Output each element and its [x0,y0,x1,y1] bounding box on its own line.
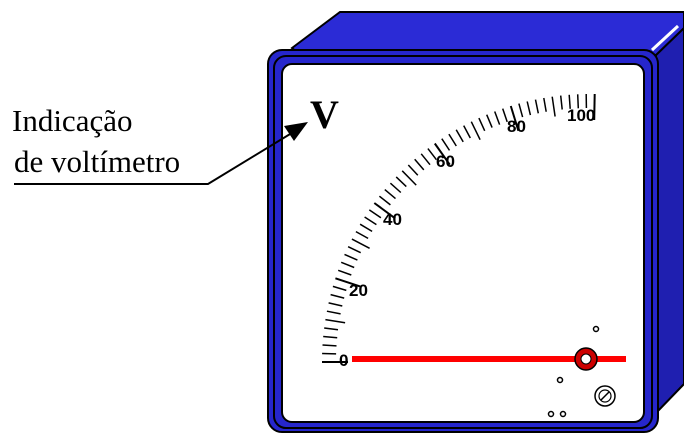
scale-label-100: 100 [567,106,595,125]
screw-dot [559,410,567,418]
scale-minor-tick [463,125,471,139]
scale-label-0: 0 [339,351,348,370]
scale-minor-tick [441,138,451,151]
scale-minor-tick [326,310,341,315]
scale-ticks [322,93,596,363]
scale-minor-tick [576,94,580,109]
scale-minor-tick [322,344,337,347]
dial-face [281,63,645,423]
scale-minor-tick [368,209,382,219]
scale-minor-tick [330,293,345,299]
scale-minor-tick [526,101,532,116]
scale-minor-tick [384,189,396,200]
callout-arrowhead-icon [284,122,308,141]
scale-minor-tick [420,153,431,166]
scale-minor-tick [551,96,556,117]
zero-adjust-screw-icon [594,385,616,407]
scale-major-tick [593,93,596,121]
screw-dot [592,325,600,333]
scale-minor-tick [324,327,339,331]
unit-symbol: V [310,92,339,137]
scale-label-40: 40 [383,210,402,229]
scale-labels: 0 20 40 60 80 100 [339,106,595,370]
scale-minor-tick [478,117,486,132]
scale-minor-tick [568,94,571,109]
scale-minor-tick [455,129,464,143]
callout-label-line1: Indicação [12,103,132,138]
scale-minor-tick [534,99,540,114]
scale-minor-tick [493,111,501,125]
scale-minor-tick [501,108,508,123]
scale-major-tick [335,277,361,288]
scale-minor-tick [340,261,355,269]
housing-side-face [655,26,684,416]
scale-minor-tick [323,335,338,339]
scale-minor-tick [347,246,362,254]
scale-minor-tick [414,158,425,171]
scale-minor-tick [337,269,352,276]
scale-minor-tick [378,195,391,206]
scale-minor-tick [389,182,402,194]
scale-minor-tick [359,223,373,233]
scale-minor-tick [328,302,343,307]
scale-minor-tick [351,238,370,249]
scale-minor-tick [559,95,563,110]
scale-label-80: 80 [507,117,526,136]
scale-major-tick [509,105,520,132]
housing-top-face [290,11,684,56]
scale-minor-tick [470,121,481,141]
scale-minor-tick [543,97,547,112]
scale-minor-tick [407,164,419,176]
scale-label-20: 20 [349,281,368,300]
dial-screws [547,325,600,418]
scale-minor-tick [344,253,358,261]
scale-major-tick [373,202,396,220]
needle-pivot [574,347,598,371]
scale-minor-tick [325,318,346,324]
scale-minor-tick [355,230,369,240]
scale-minor-tick [486,114,493,128]
scale-minor-tick [401,170,417,186]
callout-label-line2: de voltímetro [14,144,180,179]
scale-minor-tick [395,176,407,188]
scale-minor-tick [364,216,377,226]
housing-highlight [650,24,680,52]
screw-dot [556,376,564,384]
scale-minor-tick [427,148,437,161]
scale-minor-tick [448,133,457,147]
scale-minor-tick [518,103,524,118]
callout-leader-line [14,127,301,185]
scale-label-60: 60 [436,152,455,171]
screw-dot [547,410,555,418]
scale-major-tick [433,142,451,166]
scale-minor-tick [332,285,347,292]
meter-housing [267,11,684,433]
